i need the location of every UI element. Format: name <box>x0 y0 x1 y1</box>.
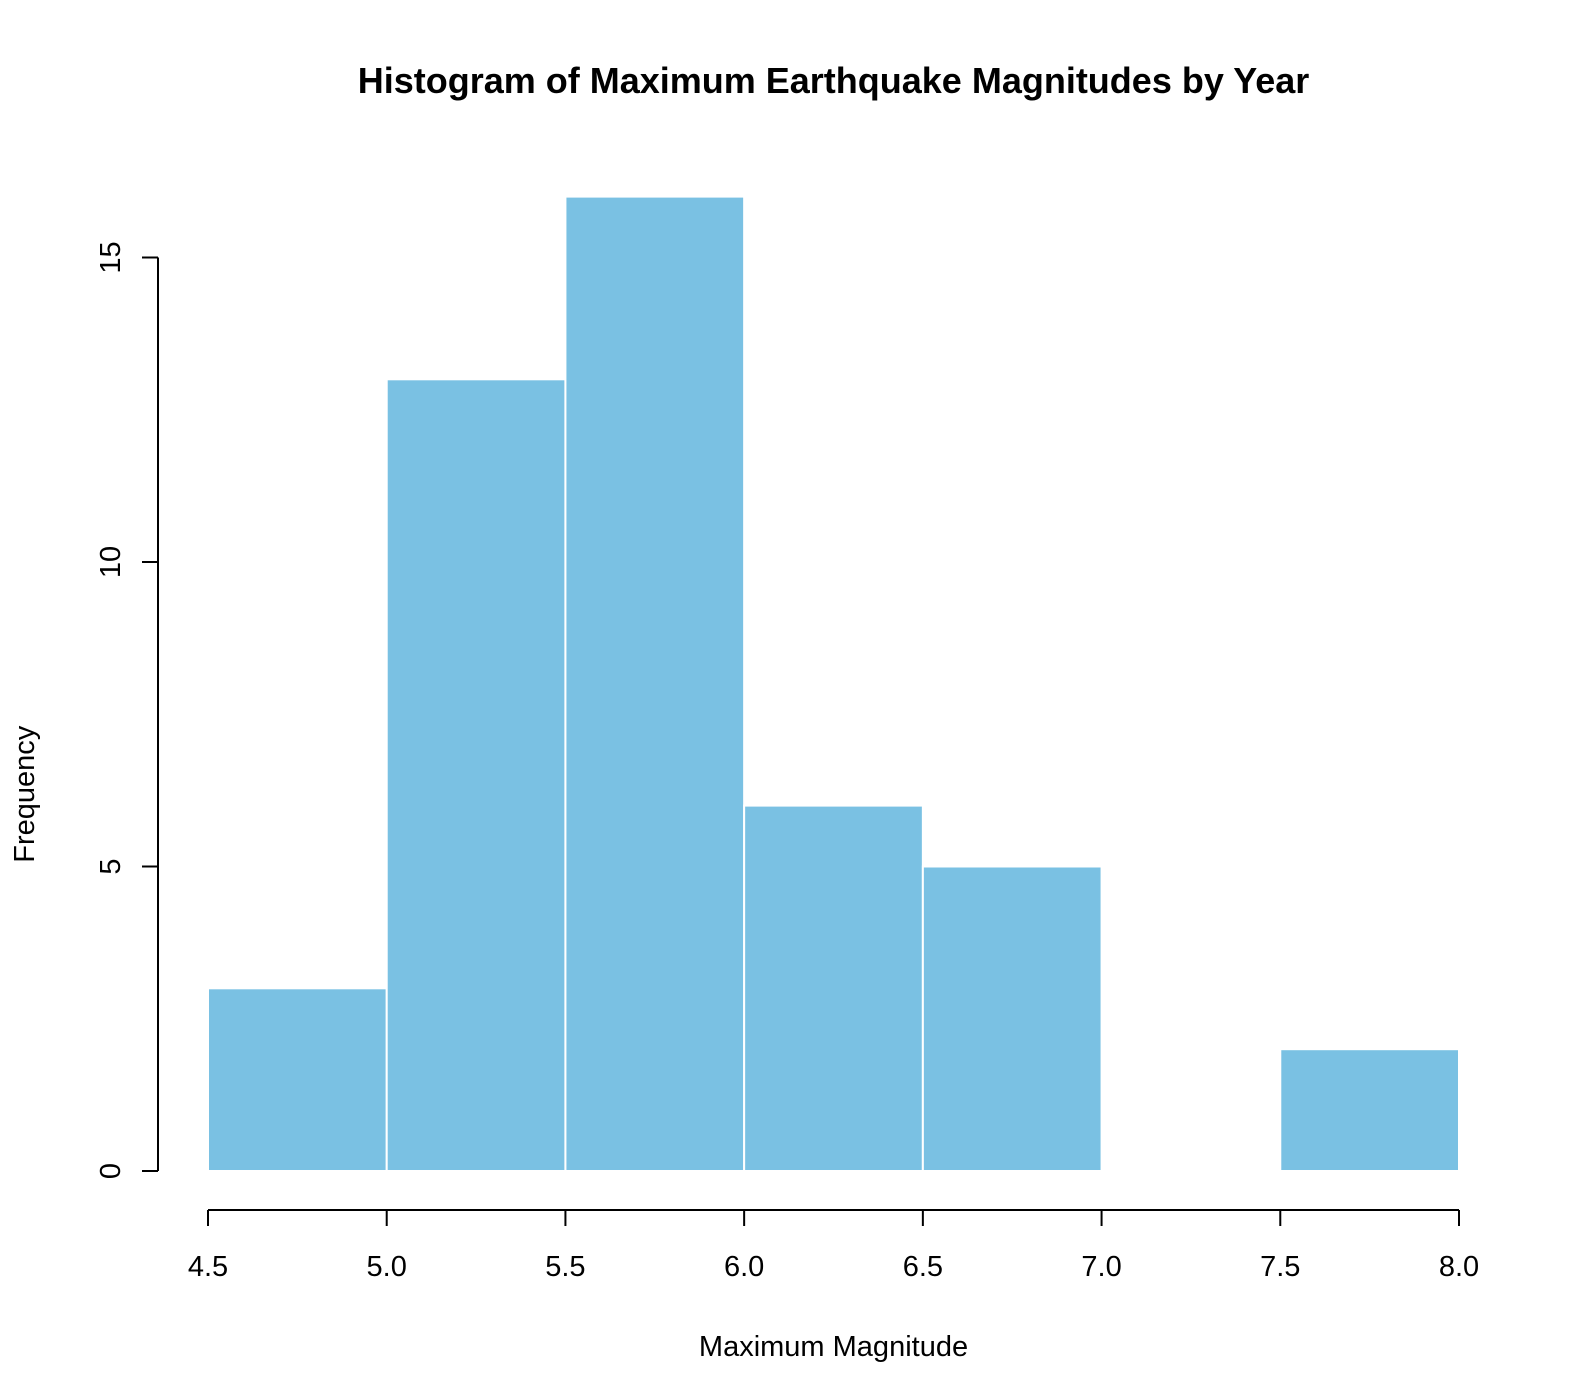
histogram-bar <box>207 987 388 1172</box>
histogram-bar <box>1279 1048 1461 1172</box>
x-axis-label: Maximum Magnitude <box>699 1331 968 1363</box>
bars-group <box>207 195 1461 1173</box>
x-tick-label: 8.0 <box>1439 1251 1479 1283</box>
y-tick-label: 15 <box>95 241 127 273</box>
x-tick-label: 7.5 <box>1260 1251 1300 1283</box>
histogram-bar <box>385 378 567 1172</box>
histogram-bar <box>921 865 1103 1172</box>
x-tick-label: 4.5 <box>188 1251 228 1283</box>
x-tick-label: 6.5 <box>903 1251 943 1283</box>
y-tick-label: 0 <box>95 1163 127 1179</box>
y-tick-label: 10 <box>95 546 127 578</box>
x-tick-label: 6.0 <box>724 1251 764 1283</box>
x-tick-label: 5.5 <box>545 1251 585 1283</box>
x-tick-label: 7.0 <box>1081 1251 1121 1283</box>
y-tick-label: 5 <box>95 858 127 874</box>
histogram-bar <box>743 804 924 1172</box>
y-axis: 0 5 10 15 <box>95 241 159 1179</box>
chart-title: Histogram of Maximum Earthquake Magnitud… <box>358 60 1310 101</box>
histogram-bar <box>564 195 746 1173</box>
x-tick-label: 5.0 <box>367 1251 407 1283</box>
y-axis-label: Frequency <box>9 725 41 863</box>
x-axis: 4.5 5.0 5.5 6.0 6.5 7.0 7.5 8.0 <box>188 1209 1479 1283</box>
